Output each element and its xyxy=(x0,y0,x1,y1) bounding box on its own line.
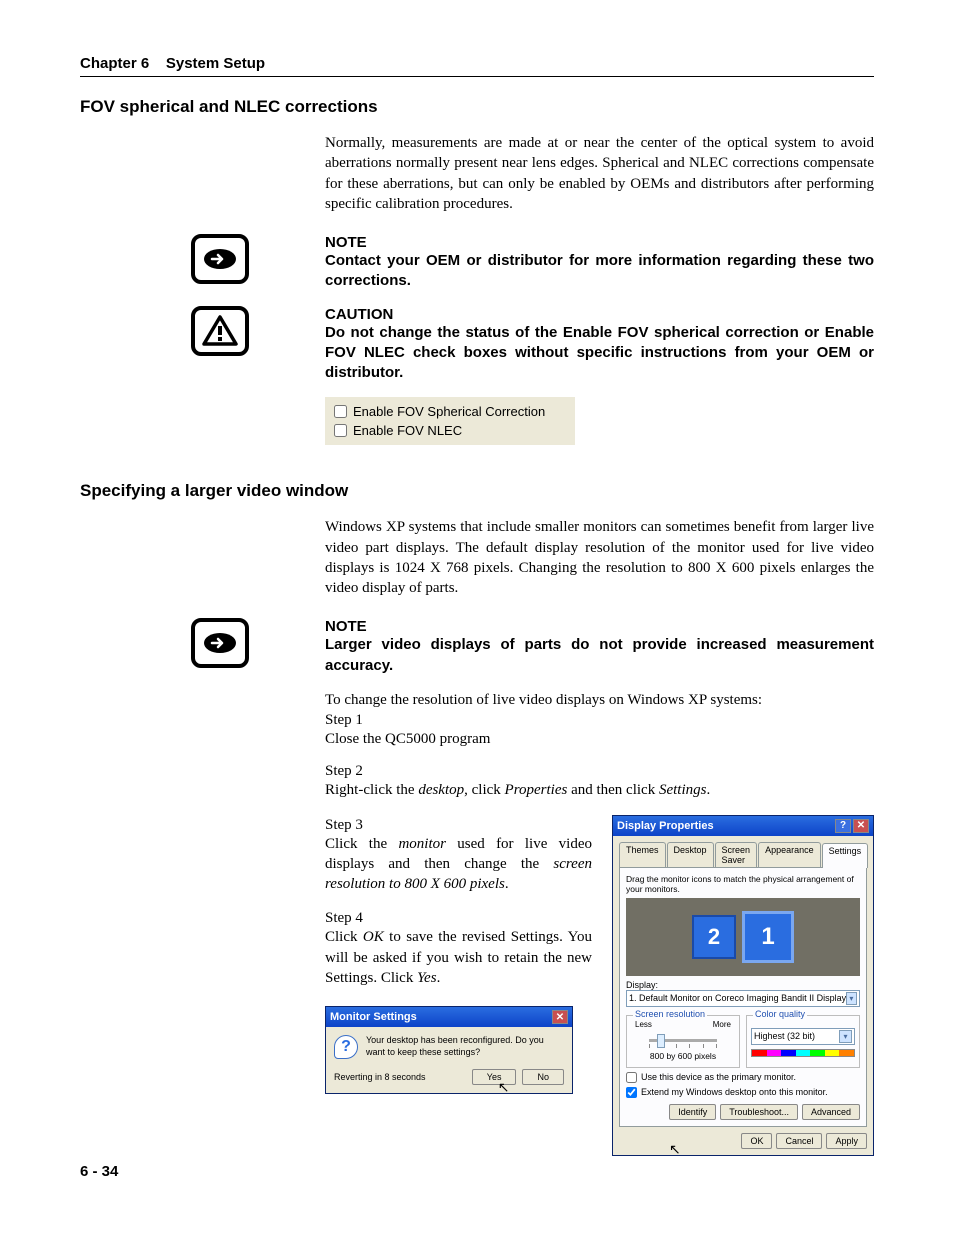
section1-paragraph: Normally, measurements are made at or ne… xyxy=(325,133,874,214)
step2-text: Right-click the desktop, click Propertie… xyxy=(325,780,874,800)
cursor-icon-2: ↖ xyxy=(669,1141,681,1158)
monitor-settings-message: Your desktop has been reconfigured. Do y… xyxy=(366,1035,564,1058)
slider-more-label: More xyxy=(713,1020,731,1029)
tab-desktop[interactable]: Desktop xyxy=(667,842,714,867)
ok-button[interactable]: OK xyxy=(741,1133,772,1149)
chevron-down-icon-2: ▾ xyxy=(839,1030,852,1043)
step3-text: Click the monitor used for live video di… xyxy=(325,834,592,895)
step4-text: Click OK to save the revised Settings. Y… xyxy=(325,927,592,988)
monitor-arrangement-area[interactable]: 2 1 xyxy=(626,898,860,976)
display-properties-dialog: Display Properties ? ✕ Themes Desktop Sc… xyxy=(612,815,874,1156)
caution-label: CAUTION xyxy=(325,306,874,323)
extend-desktop-label: Extend my Windows desktop onto this moni… xyxy=(641,1087,828,1097)
color-quality-group: Color quality Highest (32 bit) ▾ xyxy=(746,1015,860,1068)
tabs-row: Themes Desktop Screen Saver Appearance S… xyxy=(613,836,873,867)
section-heading-fov: FOV spherical and NLEC corrections xyxy=(80,97,874,117)
advanced-button[interactable]: Advanced xyxy=(802,1104,860,1120)
caution-text: Do not change the status of the Enable F… xyxy=(325,323,874,384)
enable-fov-nlec-label: Enable FOV NLEC xyxy=(353,423,462,438)
primary-monitor-label: Use this device as the primary monitor. xyxy=(641,1072,796,1082)
slider-less-label: Less xyxy=(635,1020,652,1029)
note-text-1: Contact your OEM or distributor for more… xyxy=(325,251,874,292)
caution-triangle-icon xyxy=(191,306,249,356)
no-button[interactable]: No xyxy=(522,1069,564,1085)
identify-button[interactable]: Identify xyxy=(669,1104,716,1120)
display-dropdown[interactable]: 1. Default Monitor on Coreco Imaging Ban… xyxy=(626,990,860,1007)
enable-fov-spherical-checkbox[interactable] xyxy=(334,405,347,418)
steps-intro: To change the resolution of live video d… xyxy=(325,690,874,710)
monitor-2[interactable]: 2 xyxy=(692,915,736,959)
monitor-settings-dialog: Monitor Settings ✕ ? Your desktop has be… xyxy=(325,1006,573,1094)
extend-desktop-checkbox[interactable] xyxy=(626,1087,637,1098)
note-arrow-icon xyxy=(191,234,249,284)
monitor-settings-titlebar: Monitor Settings ✕ xyxy=(326,1007,572,1027)
section2-paragraph: Windows XP systems that include smaller … xyxy=(325,517,874,598)
monitor-1[interactable]: 1 xyxy=(742,911,794,963)
step2-label: Step 2 xyxy=(325,763,874,780)
cursor-icon: ↖ xyxy=(498,1079,510,1096)
step1-label: Step 1 xyxy=(325,712,874,729)
note-text-2: Larger video displays of parts do not pr… xyxy=(325,635,874,676)
help-icon[interactable]: ? xyxy=(835,819,851,833)
display-label: Display: xyxy=(626,980,860,990)
troubleshoot-button[interactable]: Troubleshoot... xyxy=(720,1104,798,1120)
note-label-1: NOTE xyxy=(325,234,874,251)
note-arrow-icon-2 xyxy=(191,618,249,668)
screen-resolution-title: Screen resolution xyxy=(633,1009,707,1019)
color-bar xyxy=(751,1049,855,1057)
page-number: 6 - 34 xyxy=(80,1163,118,1180)
chapter-label: Chapter 6 xyxy=(80,55,149,72)
step3-label: Step 3 xyxy=(325,817,592,834)
apply-button[interactable]: Apply xyxy=(826,1133,867,1149)
cancel-button[interactable]: Cancel xyxy=(776,1133,822,1149)
fov-checkbox-panel: Enable FOV Spherical Correction Enable F… xyxy=(325,397,575,445)
close-icon-2[interactable]: ✕ xyxy=(853,819,869,833)
tab-themes[interactable]: Themes xyxy=(619,842,666,867)
page-header: Chapter 6 System Setup xyxy=(80,55,874,77)
resolution-value: 800 by 600 pixels xyxy=(631,1051,735,1061)
enable-fov-nlec-checkbox[interactable] xyxy=(334,424,347,437)
color-quality-value: Highest (32 bit) xyxy=(754,1031,815,1041)
enable-fov-spherical-label: Enable FOV Spherical Correction xyxy=(353,404,545,419)
question-icon: ? xyxy=(334,1035,358,1059)
display-dropdown-value: 1. Default Monitor on Coreco Imaging Ban… xyxy=(629,993,846,1003)
slider-thumb[interactable] xyxy=(657,1034,665,1048)
color-quality-title: Color quality xyxy=(753,1009,807,1019)
display-properties-titlebar: Display Properties ? ✕ xyxy=(613,816,873,836)
note-row-2: NOTE Larger video displays of parts do n… xyxy=(80,618,874,676)
close-icon[interactable]: ✕ xyxy=(552,1010,568,1024)
note-label-2: NOTE xyxy=(325,618,874,635)
note-row-1: NOTE Contact your OEM or distributor for… xyxy=(80,234,874,292)
color-quality-dropdown[interactable]: Highest (32 bit) ▾ xyxy=(751,1028,855,1045)
caution-row: CAUTION Do not change the status of the … xyxy=(80,306,874,384)
drag-instructions: Drag the monitor icons to match the phys… xyxy=(626,874,860,894)
reverting-text: Reverting in 8 seconds xyxy=(334,1072,426,1082)
primary-monitor-checkbox[interactable] xyxy=(626,1072,637,1083)
resolution-slider[interactable] xyxy=(649,1039,717,1042)
chevron-down-icon: ▾ xyxy=(846,992,857,1005)
chapter-title: System Setup xyxy=(166,55,265,72)
yes-button[interactable]: Yes xyxy=(472,1069,517,1085)
step4-label: Step 4 xyxy=(325,910,592,927)
monitor-settings-title: Monitor Settings xyxy=(330,1011,417,1023)
display-properties-title: Display Properties xyxy=(617,820,714,832)
screen-resolution-group: Screen resolution Less More 800 by 600 p… xyxy=(626,1015,740,1068)
tab-screensaver[interactable]: Screen Saver xyxy=(715,842,758,867)
tab-appearance[interactable]: Appearance xyxy=(758,842,821,867)
step1-text: Close the QC5000 program xyxy=(325,729,874,749)
section-heading-video: Specifying a larger video window xyxy=(80,481,874,501)
tab-settings[interactable]: Settings xyxy=(822,843,869,868)
